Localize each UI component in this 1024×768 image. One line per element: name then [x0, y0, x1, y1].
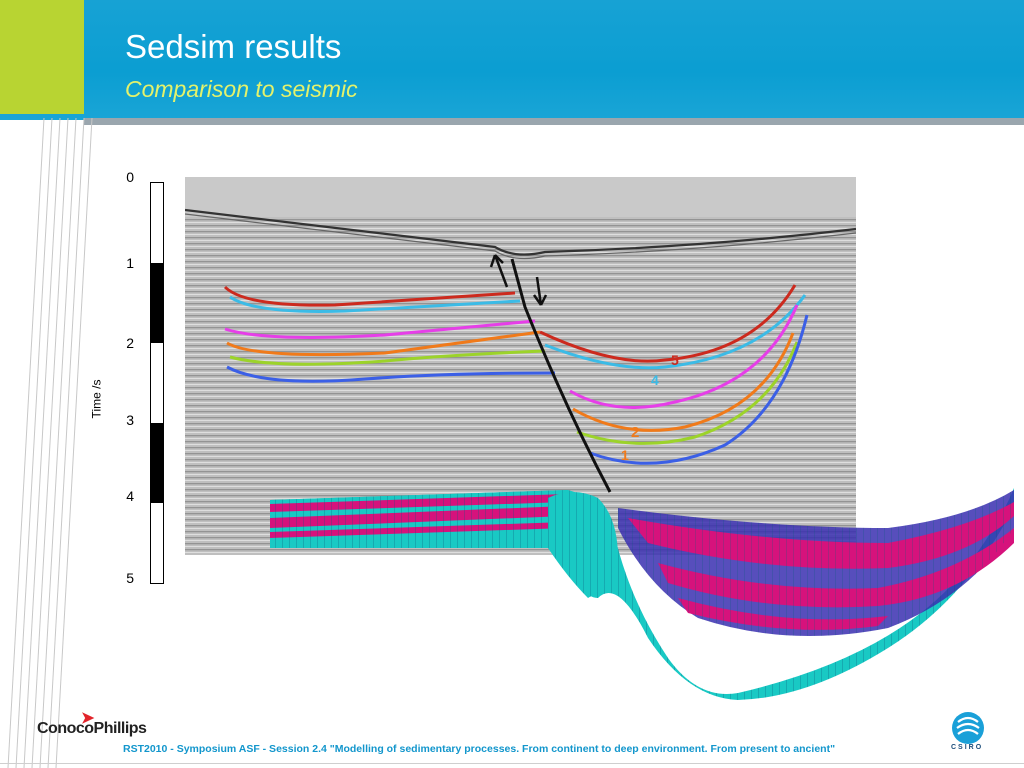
horizon-label: 1 — [621, 447, 629, 463]
horizon-label: 4 — [651, 372, 659, 388]
sedsim-model-section — [270, 488, 1014, 700]
seismic-section-image: 5 4 2 1 — [185, 177, 856, 555]
time-tick: 5 — [126, 570, 134, 586]
time-scale-bar — [150, 182, 164, 584]
scale-black-segment — [151, 263, 163, 343]
footer-divider — [0, 763, 1024, 764]
time-axis-label: Time /s — [89, 379, 104, 419]
conocophillips-logo-text: ConocoPhillips — [37, 720, 147, 737]
header-divider — [84, 118, 1024, 125]
slide-subtitle: Comparison to seismic — [125, 76, 358, 102]
conocophillips-logo-icon: ➤ ConocoPhillips — [37, 710, 147, 738]
slide-title: Sedsim results — [125, 28, 342, 65]
time-tick: 4 — [126, 488, 134, 504]
horizon-label: 5 — [671, 352, 679, 368]
time-tick: 0 — [126, 169, 134, 185]
time-tick: 2 — [126, 335, 134, 351]
scale-black-segment — [151, 423, 163, 503]
horizon-label: 2 — [631, 424, 639, 441]
lime-accent-block — [0, 0, 84, 114]
footer-citation: RST2010 - Symposium ASF - Session 2.4 "M… — [123, 743, 836, 755]
time-tick: 3 — [126, 412, 134, 428]
csiro-logo-text: CSIRO — [951, 744, 984, 751]
decorative-lines — [7, 117, 93, 768]
conocophillips-swoosh-icon: ➤ — [81, 710, 94, 727]
csiro-logo-icon — [952, 712, 984, 744]
time-tick: 1 — [126, 255, 134, 271]
header-banner — [0, 0, 1024, 120]
